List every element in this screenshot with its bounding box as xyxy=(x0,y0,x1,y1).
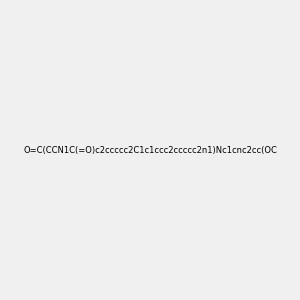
Text: O=C(CCN1C(=O)c2ccccc2C1c1ccc2ccccc2n1)Nc1cnc2cc(OC: O=C(CCN1C(=O)c2ccccc2C1c1ccc2ccccc2n1)Nc… xyxy=(23,146,277,154)
